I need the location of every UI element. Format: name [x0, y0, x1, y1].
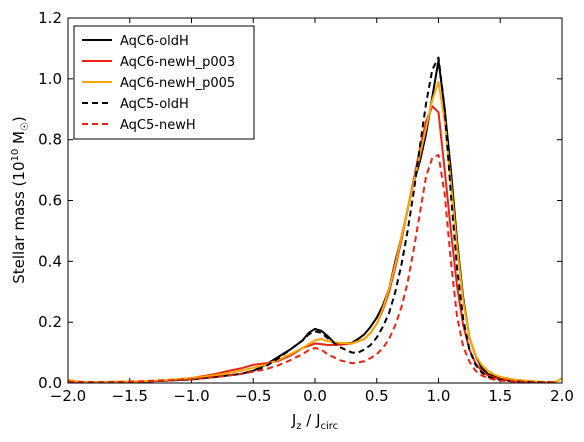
- series-layer: [68, 56, 562, 383]
- legend-label-aqc6-newh-p003: AqC6-newH_p003: [120, 55, 235, 70]
- x-label-main: J: [291, 411, 296, 429]
- x-tick-label: −1.5: [112, 387, 148, 405]
- legend-items: AqC6-oldH AqC6-newH_p003 AqC6-newH_p005 AqC…: [82, 34, 235, 133]
- y-tick-label: 0.8: [38, 131, 62, 149]
- x-tick-label: −0.5: [235, 387, 271, 405]
- legend: AqC6-oldH AqC6-newH_p003 AqC6-newH_p005 AqC…: [73, 25, 255, 140]
- x-label-sub2: circ: [321, 421, 339, 432]
- x-axis-label: Jz / Jcirc: [291, 411, 338, 432]
- y-tick-label: 0.6: [38, 192, 62, 210]
- y-tick-label: 1.2: [38, 9, 62, 27]
- y-label-unit: M: [10, 131, 28, 149]
- series-line-aqc5-newh: [68, 153, 556, 383]
- ticks-layer: −2.0 −1.5 −1.0 −0.5 0.0 0.5 1.0 1.5 2.0 0.0 0.2 0.4…: [38, 9, 574, 405]
- y-tick-label: 0.0: [38, 374, 62, 392]
- x-tick-label: 1.5: [488, 387, 512, 405]
- y-tick-label: 0.2: [38, 313, 62, 331]
- x-tick-label: −2.0: [50, 387, 86, 405]
- y-label-sub: ☉: [20, 122, 31, 131]
- plot-area: [67, 17, 563, 384]
- x-tick-label: 2.0: [550, 387, 574, 405]
- y-tick-label: 1.0: [38, 70, 62, 88]
- x-label-mid: / J: [302, 411, 321, 429]
- x-tick-label: −1.0: [173, 387, 209, 405]
- y-tick-label: 0.4: [38, 252, 62, 270]
- legend-label-aqc5-newh: AqC5-newH: [120, 118, 196, 133]
- x-tick-label: 1.0: [427, 387, 451, 405]
- y-axis-label: Stellar mass (1010 M☉): [10, 116, 31, 284]
- y-label-sup: 10: [10, 149, 21, 162]
- y-label-main: Stellar mass (10: [10, 162, 28, 284]
- legend-label-aqc6-newh-p005: AqC6-newH_p005: [120, 76, 235, 91]
- legend-label-aqc6-oldh: AqC6-oldH: [120, 34, 189, 49]
- x-tick-label: 0.0: [303, 387, 327, 405]
- y-label-close: ): [10, 116, 28, 122]
- legend-label-aqc5-oldh: AqC5-oldH: [120, 97, 189, 112]
- plot-frame: [67, 17, 563, 384]
- x-label-sub1: z: [296, 421, 301, 432]
- series-line-aqc6-newh-p005: [68, 80, 562, 383]
- x-tick-label: 0.5: [365, 387, 389, 405]
- series-line-aqc6-newh-p003: [68, 105, 556, 383]
- series-line-aqc5-oldh: [68, 56, 556, 383]
